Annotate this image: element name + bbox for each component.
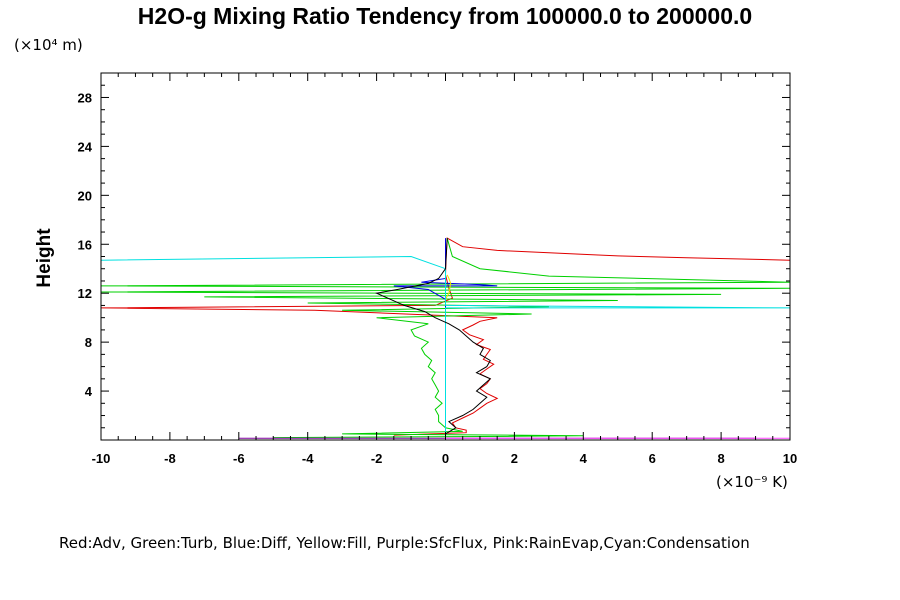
x-tick-label: -8: [164, 451, 176, 466]
x-tick-label: 8: [717, 451, 724, 466]
x-tick-label: 10: [783, 451, 797, 466]
x-tick-label: 6: [649, 451, 656, 466]
x-tick-label: -4: [302, 451, 314, 466]
plot-area: [101, 237, 790, 440]
y-tick-label: 24: [78, 139, 93, 154]
x-tick-label: 2: [511, 451, 518, 466]
x-tick-label: -6: [233, 451, 245, 466]
y-tick-label: 8: [85, 335, 92, 350]
y-axis-label: Height: [34, 228, 55, 288]
chart-title: H2O-g Mixing Ratio Tendency from 100000.…: [138, 3, 752, 29]
y-tick-label: 16: [78, 237, 92, 252]
x-tick-label: -2: [371, 451, 383, 466]
series-lines: [101, 237, 790, 440]
y-tick-label: 20: [78, 188, 92, 203]
x-tick-label: 0: [442, 451, 449, 466]
x-unit-label: (×10⁻⁹ K): [716, 473, 788, 491]
series-yellow-fill: [445, 274, 452, 300]
y-tick-label: 12: [78, 286, 92, 301]
y-tick-label: 28: [78, 90, 92, 105]
x-tick-label: -10: [92, 451, 111, 466]
legend-text: Red:Adv, Green:Turb, Blue:Diff, Yellow:F…: [59, 534, 750, 552]
series-total: [374, 238, 492, 435]
y-tick-label: 4: [85, 384, 93, 399]
y-unit-label: (×10⁴ m): [14, 36, 83, 54]
x-tick-label: 4: [580, 451, 588, 466]
series-cyan-condensation: [101, 255, 790, 440]
